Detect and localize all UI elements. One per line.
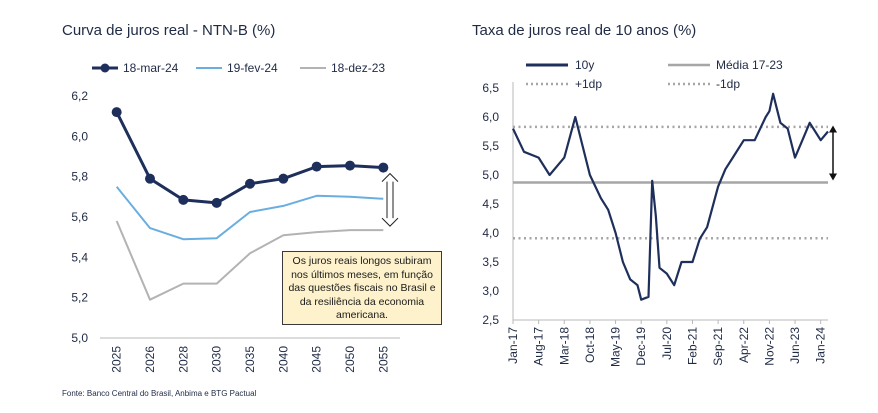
data-point (178, 194, 189, 205)
arrow-head-down (381, 217, 399, 227)
y-tick-label: 4,0 (482, 226, 499, 240)
x-tick-label: Jun-23 (788, 327, 802, 364)
source-note: Fonte: Banco Central do Brasil, Anbima e… (62, 389, 257, 398)
data-point (245, 178, 255, 189)
x-tick-label: Mar-18 (557, 327, 571, 365)
x-tick-label: Aug-17 (532, 327, 546, 366)
arrow-head-up (381, 172, 399, 182)
data-point (278, 173, 289, 184)
x-tick-label: Feb-21 (685, 327, 699, 365)
x-tick-label: Nov-22 (762, 327, 776, 366)
x-tick-label: Jul-20 (660, 327, 674, 360)
legend-label: 18-dez-23 (331, 61, 385, 75)
x-tick-label: 2045 (310, 346, 324, 373)
legend-label: +1dp (575, 77, 602, 91)
arrow-head-up (829, 125, 837, 133)
legend-label: 10y (575, 58, 594, 72)
left-chart: 18-mar-24 19-fev-24 18-dez-23 5,0 5,2 5,4 5,6… (71, 61, 400, 373)
y-tick-label: 2,5 (482, 313, 499, 327)
x-tick-label: Apr-22 (737, 327, 751, 363)
data-point (311, 161, 322, 172)
x-tick-label: May-19 (609, 327, 623, 367)
arrow-head-down (829, 173, 837, 181)
legend-marker (100, 63, 110, 73)
x-tick-label: 2055 (376, 346, 390, 373)
left-legend: 18-mar-24 19-fev-24 18-dez-23 (92, 61, 385, 75)
y-tick-label: 5,0 (482, 168, 499, 182)
legend-label: 19-fev-24 (227, 61, 278, 75)
annotation-box: Os juros reais longos subiram nos último… (282, 251, 442, 325)
y-tick-label: 6,5 (482, 81, 499, 95)
data-point (111, 107, 122, 118)
x-tick-label: 2025 (110, 346, 124, 373)
y-tick-label: 6,0 (482, 110, 499, 124)
y-tick-label: 5,2 (71, 291, 88, 305)
y-tick-label: 5,5 (482, 139, 499, 153)
legend-label: Média 17-23 (716, 58, 783, 72)
left-range-arrow (381, 172, 399, 227)
x-tick-label: 2035 (243, 346, 257, 373)
y-tick-label: 6,2 (71, 89, 88, 103)
data-point (378, 162, 389, 173)
left-series-group (111, 107, 389, 301)
data-point (145, 173, 155, 184)
x-tick-label: 2040 (276, 346, 290, 373)
y-tick-label: 5,6 (71, 210, 88, 224)
x-tick-label: 2026 (143, 346, 157, 373)
x-tick-label: 2028 (176, 346, 190, 373)
y-tick-label: 5,4 (71, 250, 88, 264)
x-tick-label: Jan-17 (506, 327, 520, 364)
y-tick-label: 5,0 (71, 331, 88, 345)
legend-label: 18-mar-24 (123, 61, 179, 75)
data-point (211, 197, 222, 208)
x-tick-label: Sep-21 (711, 327, 725, 366)
y-tick-label: 6,0 (71, 129, 88, 143)
x-tick-label: Jan-24 (814, 327, 828, 364)
legend-label: -1dp (716, 77, 740, 91)
left-axis: 5,0 5,2 5,4 5,6 5,8 6,0 6,2 2025 2026 2028 2030 203… (71, 89, 400, 373)
y-tick-label: 3,0 (482, 284, 499, 298)
x-tick-label: 2030 (210, 346, 224, 373)
x-tick-label: Dec-19 (634, 327, 648, 366)
x-tick-label: Oct-18 (583, 327, 597, 363)
y-tick-label: 4,5 (482, 197, 499, 211)
right-axis: 2,5 3,0 3,5 4,0 4,5 5,0 5,5 6,0 6,5 Jan-17 Aug-17 M… (482, 81, 828, 367)
right-range-arrow (829, 125, 837, 181)
y-tick-label: 5,8 (71, 170, 88, 184)
left-chart-title: Curva de juros real - NTN-B (%) (62, 22, 276, 39)
data-point (345, 160, 355, 171)
series-line-18-dez-23 (115, 220, 384, 301)
y-tick-label: 3,5 (482, 255, 499, 269)
x-tick-label: 2050 (343, 346, 357, 373)
series-line-19-fev-24 (115, 186, 384, 241)
right-legend: 10y Média 17-23 +1dp -1dp (526, 58, 783, 91)
right-chart-title: Taxa de juros real de 10 anos (%) (472, 22, 697, 39)
series-line-10y (512, 92, 829, 301)
right-series-group (512, 92, 829, 301)
